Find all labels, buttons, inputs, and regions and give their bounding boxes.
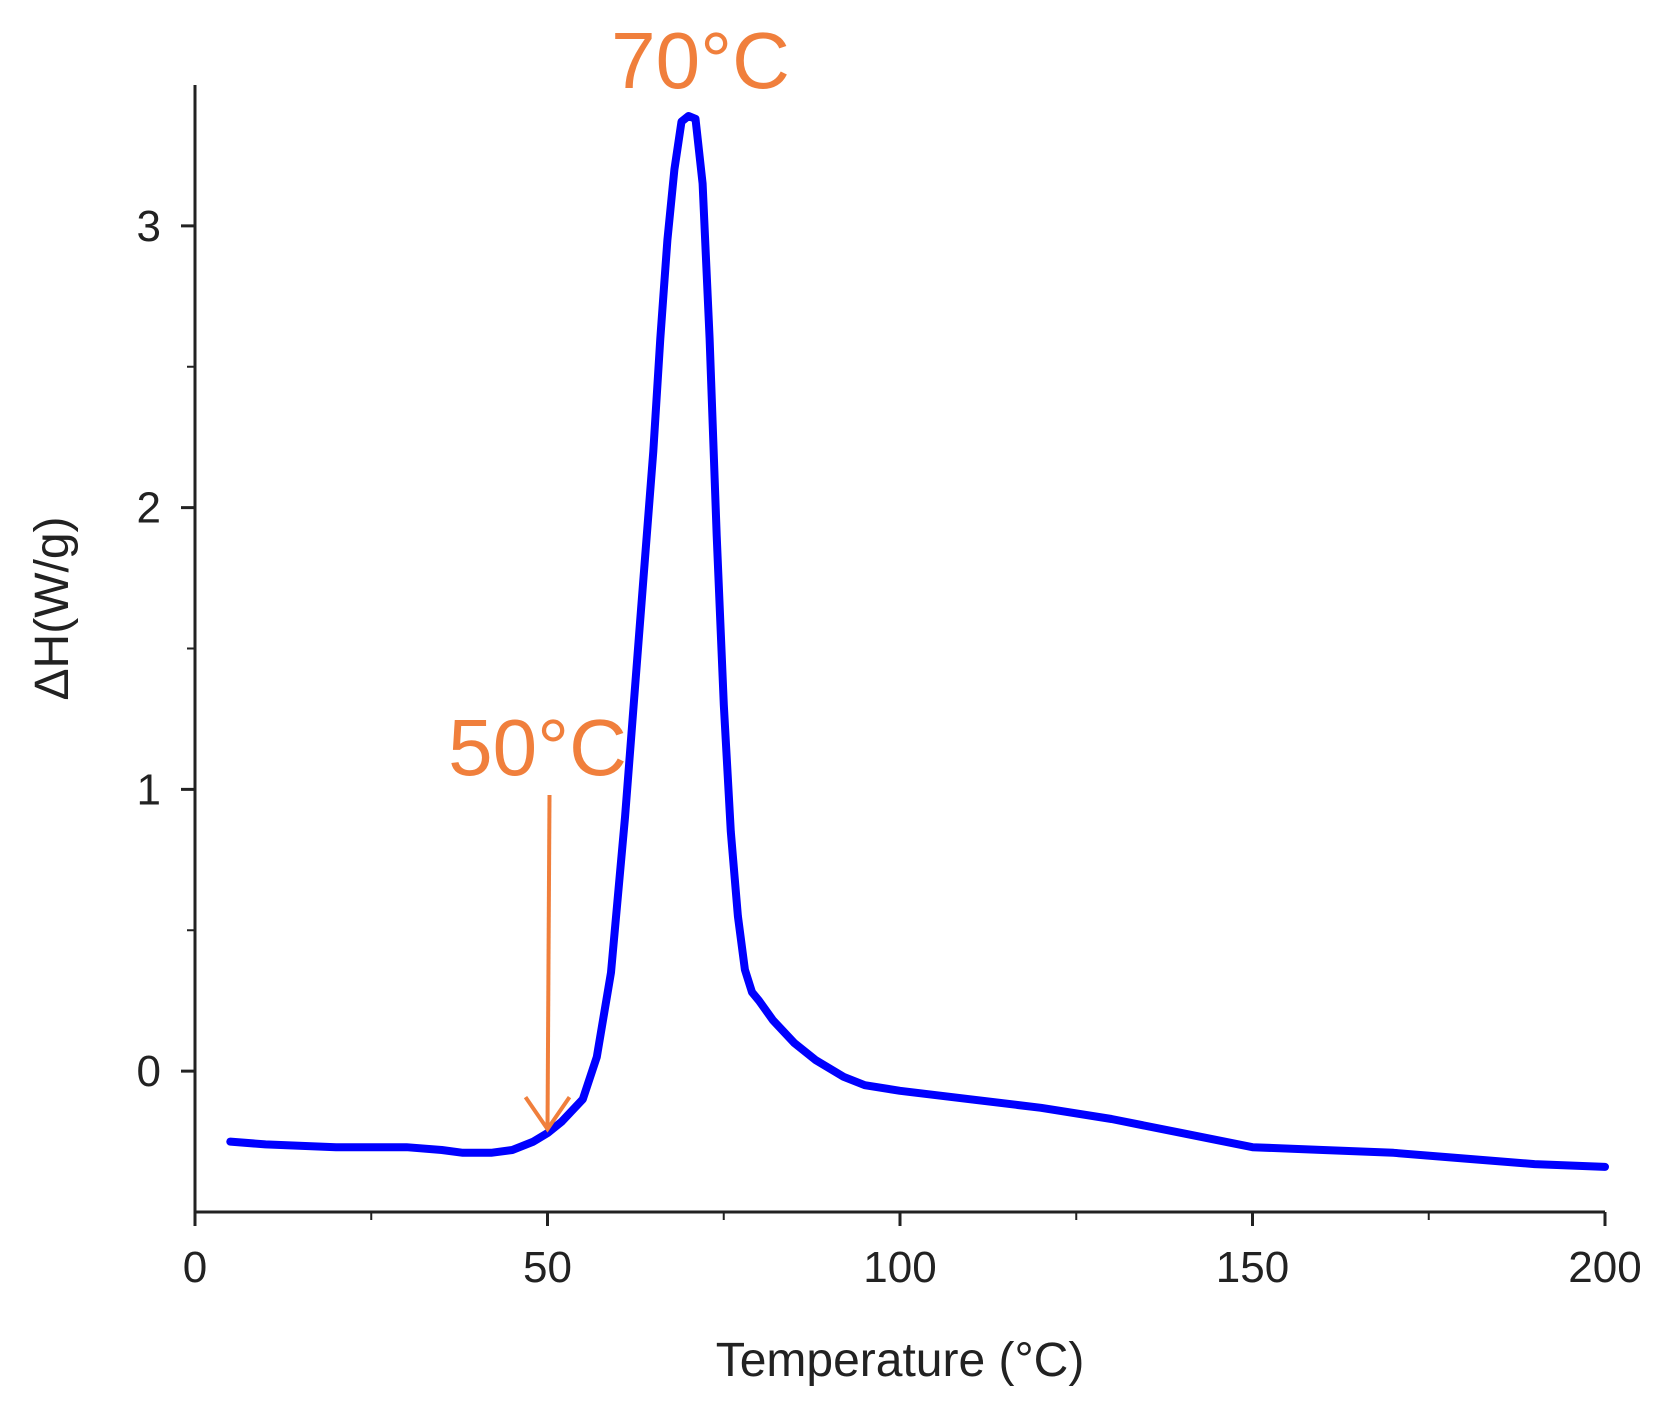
y-axis-title: ΔH(W/g) [26,516,79,700]
axes [193,85,1605,1214]
annotation-arrow-shaft [545,794,552,1130]
dsc-curve [226,112,1609,1171]
annotations: 70°C 50°C [448,16,790,1133]
annotation-peak-label: 70°C [611,16,790,105]
annotation-arrowhead [523,1095,572,1133]
x-tick-label: 150 [1216,1243,1289,1292]
ticks: 0 50 100 150 200 0 1 2 3 [137,202,1642,1292]
y-tick-label: 1 [137,765,161,814]
y-tick-label: 2 [137,484,161,533]
x-tick-label: 200 [1568,1243,1641,1292]
x-tick-label: 50 [523,1243,572,1292]
x-tick-label: 0 [183,1243,207,1292]
annotation-onset-label: 50°C [448,703,627,792]
y-tick-label: 0 [137,1047,161,1096]
y-tick-label: 3 [137,202,161,251]
x-tick-label: 100 [863,1243,936,1292]
series [226,112,1609,1171]
x-axis-title: Temperature (°C) [716,1334,1085,1387]
